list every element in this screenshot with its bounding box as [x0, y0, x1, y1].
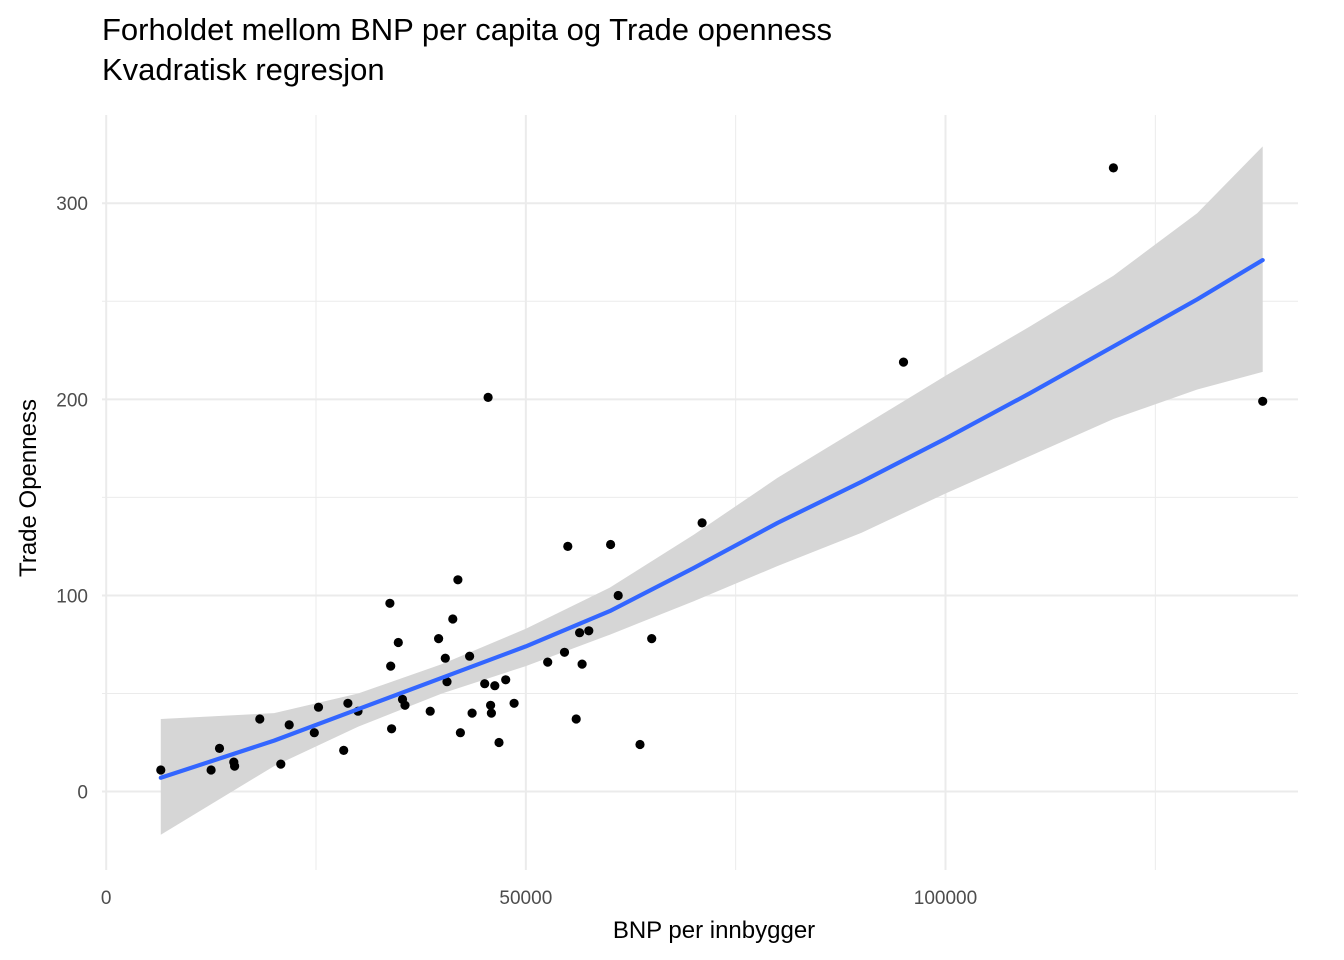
data-point [483, 392, 493, 402]
data-point [465, 651, 475, 661]
data-point [276, 759, 286, 769]
confidence-ribbon [160, 146, 1263, 835]
data-point [575, 628, 585, 638]
data-points [156, 163, 1268, 775]
data-point [486, 700, 496, 710]
y-axis-title: Trade Openness [15, 399, 42, 577]
data-point [230, 761, 240, 771]
y-tick-label: 100 [56, 586, 88, 607]
data-point [577, 659, 587, 669]
data-point [453, 575, 463, 585]
data-point [1108, 163, 1118, 173]
data-point [606, 539, 616, 550]
data-point [156, 765, 166, 775]
data-point [386, 661, 396, 671]
data-point [509, 698, 519, 708]
data-point [490, 681, 500, 691]
data-point [425, 706, 435, 716]
data-point [448, 614, 458, 624]
data-point [647, 634, 657, 644]
tick-labels: 0 50000 100000 0 100 200 300 [56, 194, 977, 909]
data-point [455, 728, 465, 738]
data-point [442, 677, 452, 687]
x-axis-title: BNP per innbygger [613, 917, 815, 944]
data-point [613, 590, 623, 601]
data-point [393, 637, 403, 648]
data-point [571, 714, 581, 724]
y-tick-label: 0 [77, 783, 88, 804]
chart-title: Forholdet mellom BNP per capita og Trade… [102, 12, 832, 47]
x-tick-label: 0 [101, 888, 112, 909]
fit-line [158, 258, 1265, 780]
data-point [339, 745, 349, 756]
data-point [898, 357, 909, 367]
data-point [563, 541, 573, 552]
data-point [214, 743, 225, 754]
data-point [1258, 396, 1268, 406]
data-point [255, 714, 265, 724]
data-point [400, 700, 410, 710]
data-point [434, 634, 444, 644]
data-point [440, 653, 450, 663]
confidence-band [160, 146, 1263, 835]
data-point [697, 518, 707, 528]
data-point [387, 724, 397, 734]
chart-subtitle: Kvadratisk regresjon [102, 52, 385, 87]
data-point [343, 698, 353, 708]
data-point [501, 675, 511, 685]
data-point [486, 708, 496, 718]
data-point [467, 708, 477, 718]
data-point [494, 737, 504, 748]
data-point [480, 679, 490, 689]
data-point [309, 728, 319, 738]
x-tick-label: 100000 [914, 888, 977, 909]
x-tick-label: 50000 [499, 888, 552, 909]
data-point [206, 765, 216, 775]
regression-line [158, 258, 1265, 780]
data-point [313, 702, 324, 712]
y-tick-label: 300 [56, 194, 88, 215]
data-point [584, 626, 594, 636]
data-point [559, 647, 570, 657]
data-point [284, 720, 294, 730]
data-point [543, 657, 553, 667]
data-point [385, 598, 395, 608]
y-tick-label: 200 [56, 390, 88, 411]
data-point [635, 739, 645, 750]
